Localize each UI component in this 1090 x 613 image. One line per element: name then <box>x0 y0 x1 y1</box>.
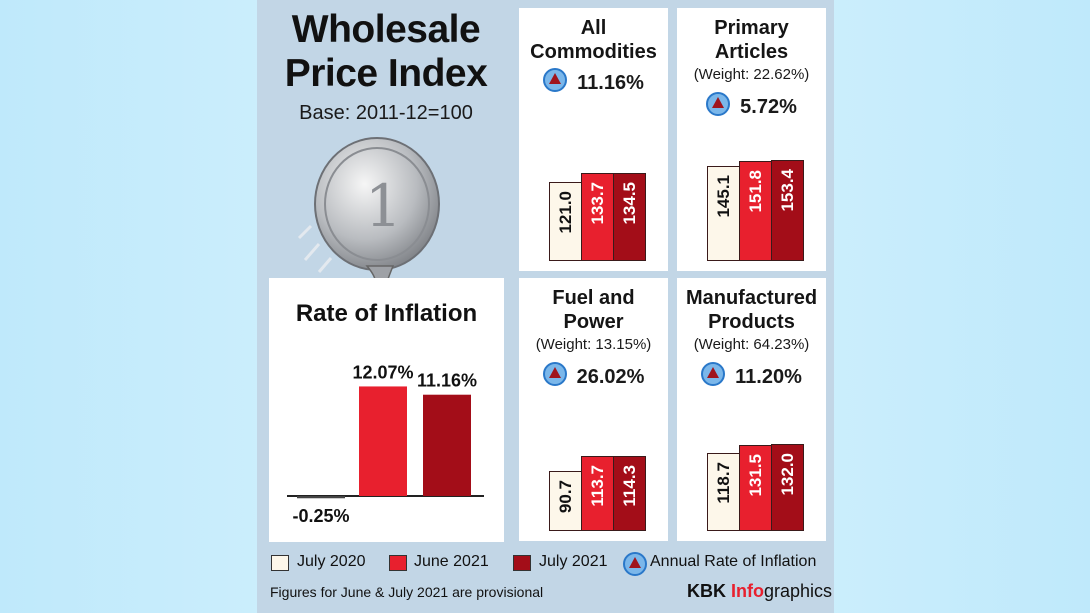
primary-articles-bar-3: 153.4 <box>771 160 804 261</box>
primary-articles-bar-label-3: 153.4 <box>777 169 797 212</box>
annual-rate-icon <box>543 68 568 92</box>
legend-label-annual-rate: Annual Rate of Inflation <box>650 553 817 570</box>
primary-articles-bar-1: 145.1 <box>707 166 740 261</box>
primary-articles-bar-2: 151.8 <box>739 161 772 261</box>
primary-articles-rate: 5.72% <box>677 92 826 120</box>
annual-rate-icon <box>623 552 647 576</box>
credit-logo: KBK Infographics <box>687 581 832 602</box>
fuel-and-power-weight: (Weight: 13.15%) <box>535 336 652 353</box>
all-commodities-title: All Commodities <box>530 17 657 63</box>
manufactured-products-bar-label-3: 132.0 <box>777 453 797 496</box>
fuel-and-power-bar-label-1: 90.7 <box>555 480 575 514</box>
all-commodities-bar-label-1: 121.0 <box>555 191 575 234</box>
credit-graphics: graphics <box>764 581 833 601</box>
fuel-and-power-bar-label-3: 114.3 <box>619 465 639 507</box>
fuel-and-power-bar-1: 90.7 <box>549 471 582 531</box>
manufactured-products-title: Manufactured Products <box>685 287 818 333</box>
manufactured-products-bar-label-2: 131.5 <box>745 454 765 497</box>
base-year-note: Base: 2011-12=100 <box>299 102 473 124</box>
all-commodities-rate-value: 11.16% <box>577 72 644 94</box>
inflation-chart: -0.25% 12.07% 11.16% <box>287 362 484 526</box>
all-commodities-bar-label-3: 134.5 <box>619 182 639 225</box>
inflation-bar-2 <box>359 386 407 496</box>
fuel-and-power-bar-3: 114.3 <box>613 456 646 531</box>
credit-info: Info <box>731 581 764 601</box>
fuel-and-power-rate-value: 26.02% <box>576 366 645 388</box>
primary-articles-title: Primary Articles <box>714 17 789 63</box>
inflation-bar-3 <box>423 394 471 496</box>
panel-fuel-and-power: Fuel and Power (Weight: 13.15%) 26.02% 90.7… <box>519 278 668 541</box>
annual-rate-icon <box>542 362 567 386</box>
manufactured-products-rate: 11.20% <box>677 362 826 390</box>
manufactured-products-rate-value: 11.20% <box>735 366 802 388</box>
manufactured-products-bar-3: 132.0 <box>771 444 804 531</box>
credit-kbk: KBK <box>687 581 731 601</box>
inflation-bar-1 <box>297 496 345 499</box>
panel-manufactured-products: Manufactured Products (Weight: 64.23%) 11.… <box>677 278 826 541</box>
all-commodities-bar-label-2: 133.7 <box>587 182 607 225</box>
annual-rate-icon <box>706 92 731 116</box>
main-title-line2: Price Index <box>284 52 488 95</box>
annual-rate-icon <box>701 362 726 386</box>
infographic-card: Wholesale Price Index Base: 2011-12=100 … <box>257 0 834 613</box>
panel-primary-articles: Primary Articles (Weight: 22.62%) 5.72% 145… <box>677 8 826 271</box>
manufactured-products-bar-label-1: 118.7 <box>713 462 733 504</box>
manufactured-products-weight: (Weight: 64.23%) <box>693 336 810 353</box>
svg-text:1: 1 <box>365 172 402 240</box>
all-commodities-rate: 11.16% <box>519 68 668 96</box>
manufactured-products-bar-1: 118.7 <box>707 453 740 531</box>
inflation-bar-label-3: 11.16% <box>417 371 477 391</box>
main-title: Wholesale Price Index <box>257 8 515 96</box>
legend-label-june-2021: June 2021 <box>414 553 489 570</box>
legend-swatch-june-2021 <box>389 555 407 571</box>
manufactured-products-bar-2: 131.5 <box>739 445 772 531</box>
inflation-panel-title: Rate of Inflation <box>295 300 478 327</box>
main-title-line1: Wholesale <box>291 8 481 51</box>
fuel-and-power-title: Fuel and Power <box>552 287 635 333</box>
legend-label-july-2021: July 2021 <box>539 553 608 570</box>
all-commodities-bar-3: 134.5 <box>613 173 646 261</box>
all-commodities-bar-1: 121.0 <box>549 182 582 261</box>
coin-balloon-icon: 1 <box>297 137 440 306</box>
provisional-note: Figures for June & July 2021 are provisi… <box>270 584 544 600</box>
inflation-bar-label-1: -0.25% <box>292 506 349 526</box>
legend-label-july-2020: July 2020 <box>297 553 366 570</box>
legend-swatch-july-2021 <box>513 555 531 571</box>
primary-articles-bar-label-1: 145.1 <box>713 175 733 218</box>
fuel-and-power-rate: 26.02% <box>519 362 668 390</box>
legend-swatch-july-2020 <box>271 555 289 571</box>
fuel-and-power-bar-label-2: 113.7 <box>587 465 607 507</box>
inflation-panel: Rate of Inflation -0.25% 12.07% 11.16% <box>269 278 504 542</box>
fuel-and-power-bar-2: 113.7 <box>581 456 614 531</box>
primary-articles-weight: (Weight: 22.62%) <box>693 66 810 83</box>
inflation-bar-label-2: 12.07% <box>352 362 413 382</box>
all-commodities-bar-2: 133.7 <box>581 173 614 261</box>
primary-articles-rate-value: 5.72% <box>740 96 797 118</box>
primary-articles-bar-label-2: 151.8 <box>745 170 765 213</box>
panel-all-commodities: All Commodities 11.16% 121.0 133.7 134.5 <box>519 8 668 271</box>
